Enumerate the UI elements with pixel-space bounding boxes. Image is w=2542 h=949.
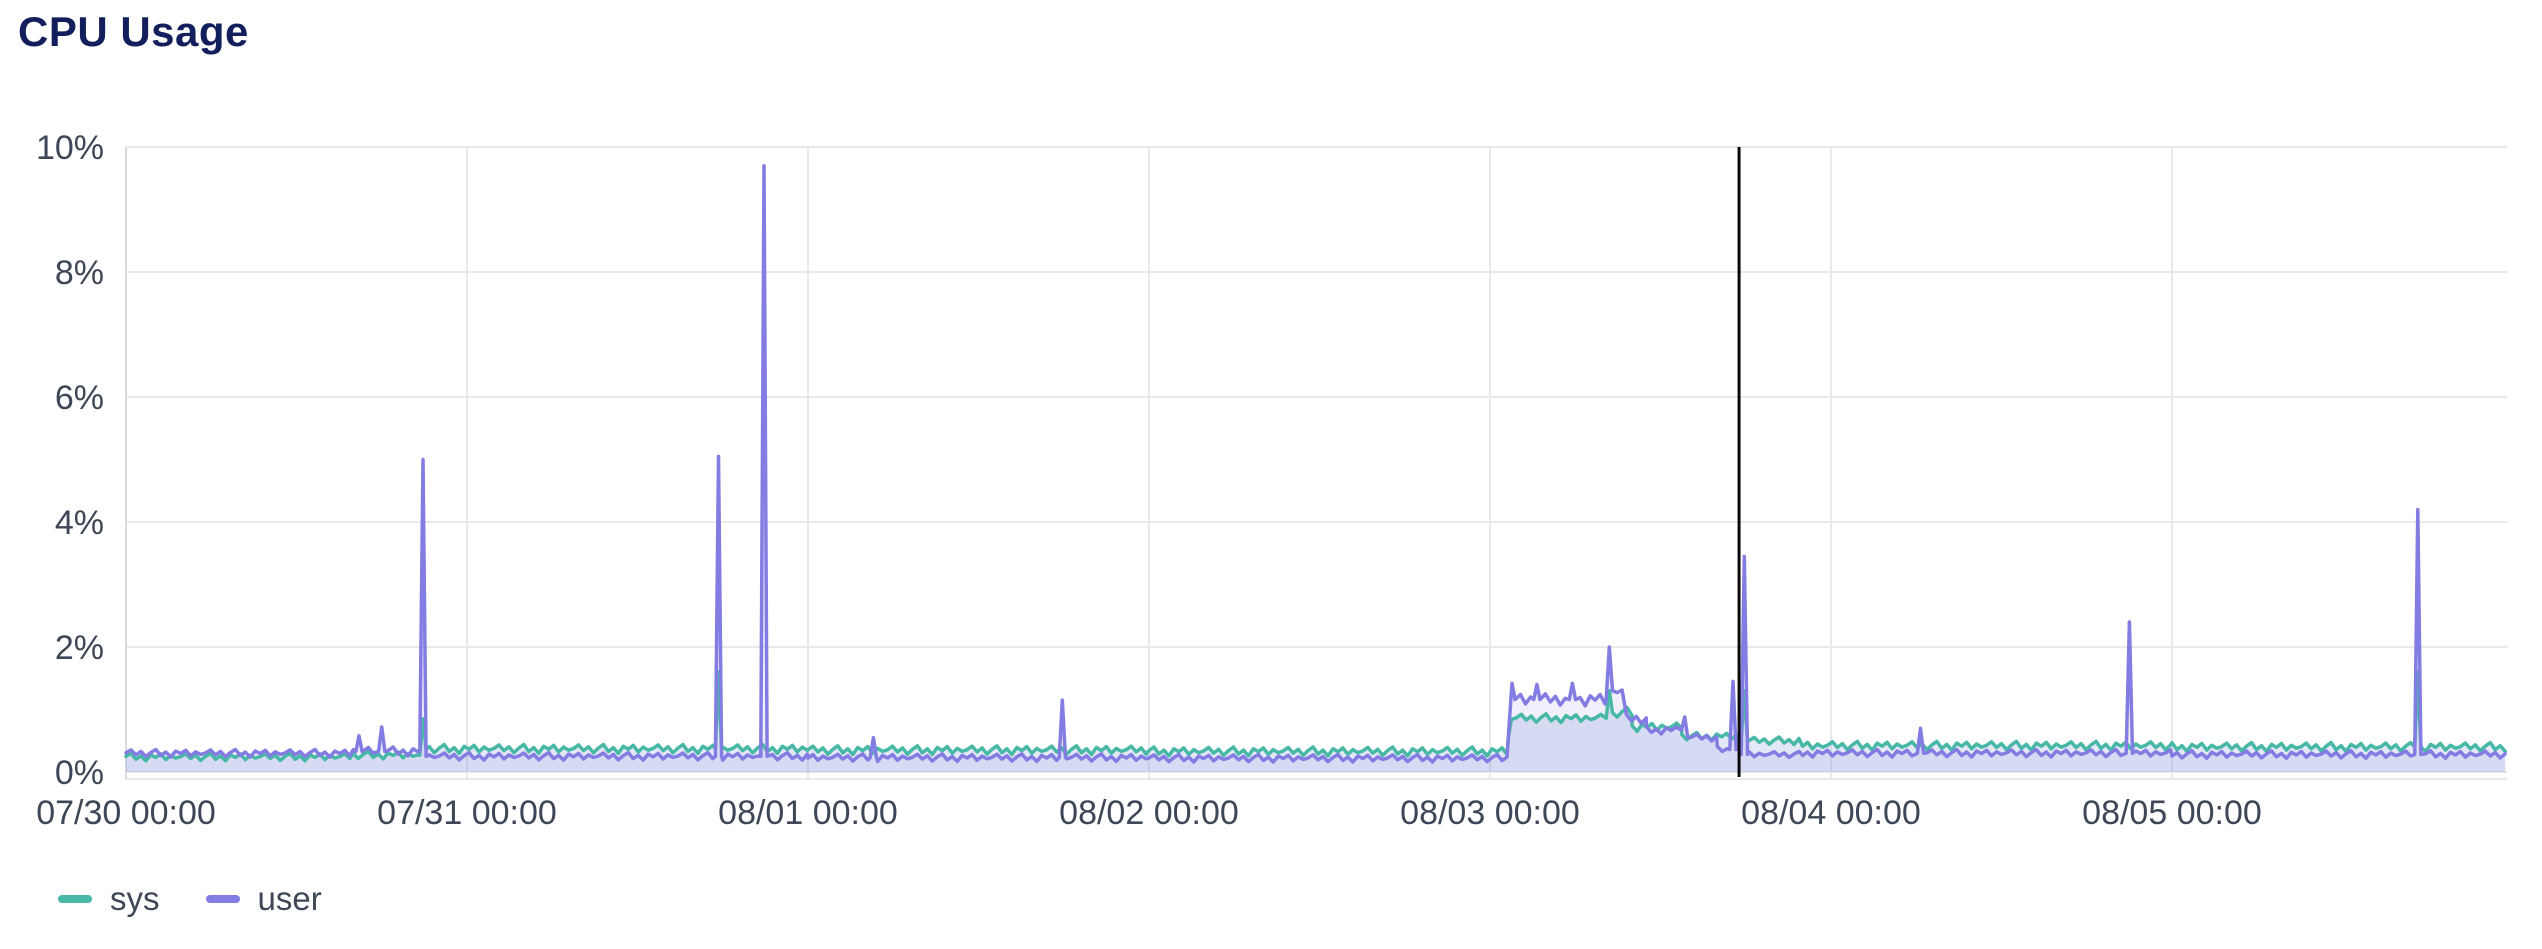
x-tick-label: 08/03 00:00 bbox=[1400, 794, 1580, 832]
legend-label-user: user bbox=[257, 880, 322, 917]
x-tick-label: 08/05 00:00 bbox=[2082, 794, 2262, 832]
sys-series-swatch-icon bbox=[58, 895, 92, 903]
y-tick-label: 0% bbox=[55, 754, 104, 792]
y-tick-label: 10% bbox=[36, 129, 104, 167]
y-tick-label: 8% bbox=[55, 254, 104, 292]
y-tick-label: 4% bbox=[55, 504, 104, 542]
x-tick-label: 08/01 00:00 bbox=[718, 794, 898, 832]
x-tick-label: 08/04 00:00 bbox=[1741, 794, 1921, 832]
x-tick-label: 07/30 00:00 bbox=[36, 794, 216, 832]
legend-item-user[interactable]: user bbox=[205, 880, 322, 918]
user-series-swatch-icon bbox=[205, 895, 240, 903]
user-series-area bbox=[126, 165, 2506, 773]
y-tick-label: 2% bbox=[55, 629, 104, 667]
x-tick-label: 08/02 00:00 bbox=[1059, 794, 1239, 832]
chart-legend: sys user bbox=[58, 880, 322, 918]
legend-item-sys[interactable]: sys bbox=[58, 880, 160, 918]
legend-label-sys: sys bbox=[110, 880, 160, 917]
page-title: CPU Usage bbox=[18, 8, 249, 55]
user-series-line bbox=[124, 164, 2507, 764]
sys-series-line bbox=[124, 670, 2507, 763]
x-tick-label: 07/31 00:00 bbox=[377, 794, 557, 832]
y-tick-label: 6% bbox=[55, 379, 104, 417]
